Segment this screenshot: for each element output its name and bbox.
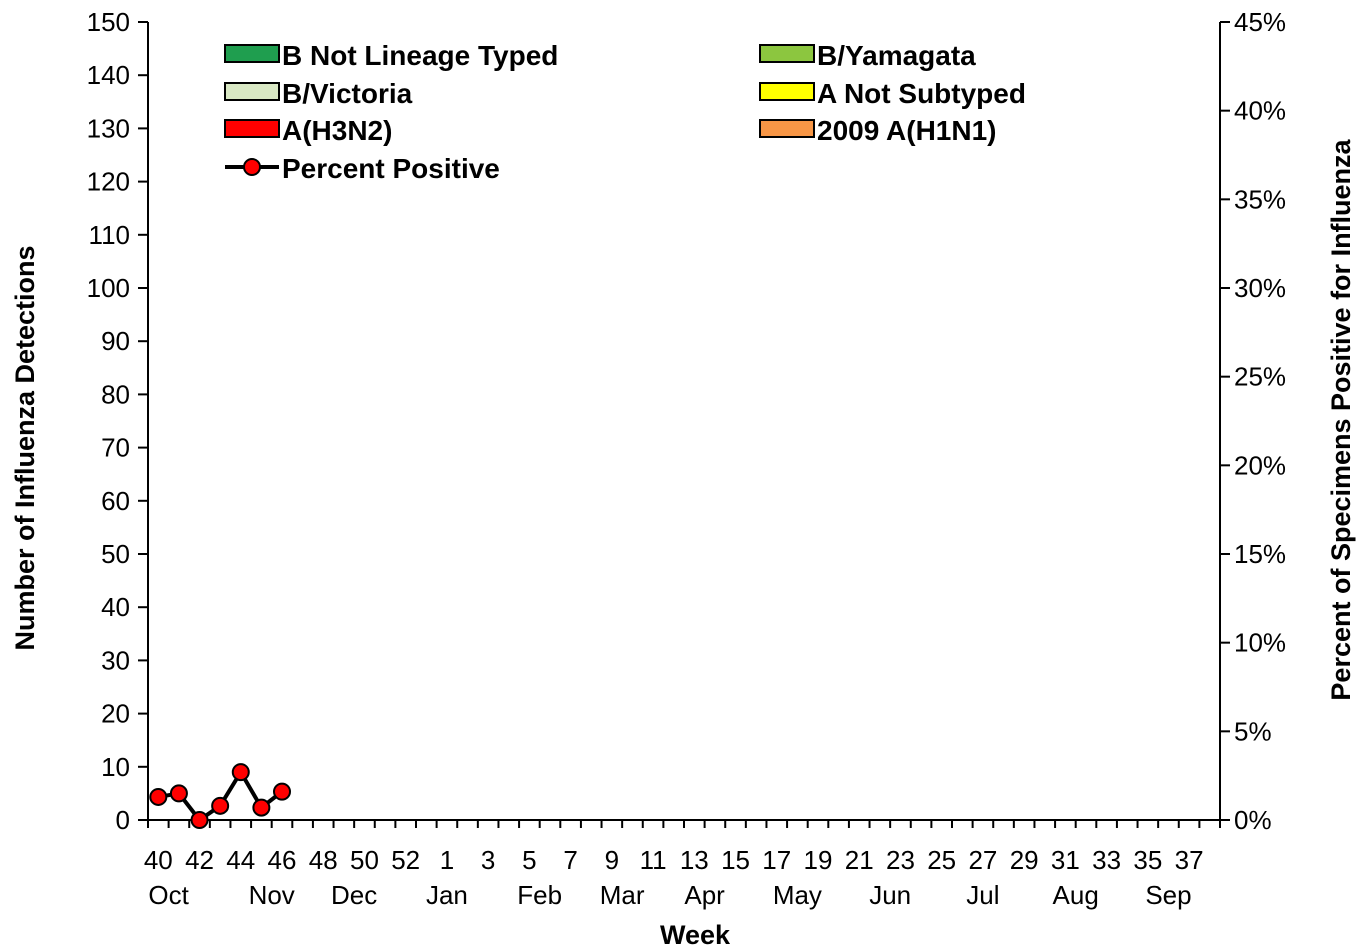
x-tick-label: 25 bbox=[927, 845, 956, 875]
x-tick-label: 27 bbox=[968, 845, 997, 875]
x-month-label: Jul bbox=[966, 880, 999, 910]
legend-label: A(H3N2) bbox=[282, 115, 392, 146]
legend-label: B/Yamagata bbox=[817, 40, 976, 71]
legend-swatch bbox=[224, 44, 280, 63]
legend: B Not Lineage Typed B/Yamagata B/Victoria A… bbox=[224, 40, 1026, 184]
x-axis-title: Week bbox=[660, 920, 731, 950]
legend-swatch bbox=[759, 44, 815, 63]
x-tick-label: 50 bbox=[350, 845, 379, 875]
x-tick-label: 9 bbox=[605, 845, 619, 875]
left-tick-label: 70 bbox=[101, 433, 130, 463]
percent-positive-series bbox=[149, 763, 291, 829]
right-tick-label: 20% bbox=[1234, 450, 1286, 480]
right-tick-label: 35% bbox=[1234, 184, 1286, 214]
x-tick-label: 29 bbox=[1010, 845, 1039, 875]
percent-positive-point bbox=[273, 782, 291, 801]
legend-label: 2009 A(H1N1) bbox=[817, 115, 996, 146]
percent-positive-point bbox=[190, 811, 209, 829]
left-tick-label: 20 bbox=[101, 699, 130, 729]
x-tick-label: 42 bbox=[185, 845, 214, 875]
percent-positive-point bbox=[149, 787, 168, 806]
x-tick-label: 44 bbox=[226, 845, 255, 875]
right-tick-label: 45% bbox=[1234, 7, 1286, 37]
x-tick-label: 52 bbox=[391, 845, 420, 875]
legend-label: Percent Positive bbox=[282, 153, 500, 184]
x-tick-label: 33 bbox=[1092, 845, 1121, 875]
left-tick-label: 80 bbox=[101, 379, 130, 409]
x-tick-label: 23 bbox=[886, 845, 915, 875]
right-tick-label: 15% bbox=[1234, 539, 1286, 569]
right-tick-label: 0% bbox=[1234, 805, 1272, 835]
legend-swatch bbox=[224, 119, 280, 138]
x-tick-label: 13 bbox=[680, 845, 709, 875]
x-month-label: Feb bbox=[517, 880, 562, 910]
x-month-label: Jan bbox=[426, 880, 468, 910]
left-tick-label: 60 bbox=[101, 486, 130, 516]
x-month-label: Aug bbox=[1053, 880, 1099, 910]
right-tick-label: 25% bbox=[1234, 362, 1286, 392]
right-tick-label: 30% bbox=[1234, 273, 1286, 303]
left-tick-label: 110 bbox=[89, 220, 130, 250]
left-axis-title: Number of Influenza Detections bbox=[10, 245, 40, 650]
left-tick-label: 30 bbox=[101, 645, 130, 675]
x-tick-label: 3 bbox=[481, 845, 495, 875]
x-tick-label: 15 bbox=[721, 845, 750, 875]
x-month-label: Oct bbox=[148, 880, 189, 910]
x-tick-label: 17 bbox=[762, 845, 791, 875]
x-month-label: May bbox=[773, 880, 822, 910]
legend-swatch bbox=[224, 82, 280, 101]
percent-positive-point bbox=[211, 796, 230, 815]
left-tick-label: 140 bbox=[87, 60, 130, 90]
x-tick-label: 37 bbox=[1175, 845, 1204, 875]
x-tick-label: 48 bbox=[309, 845, 338, 875]
left-tick-label: 100 bbox=[87, 273, 130, 303]
x-tick-label: 11 bbox=[640, 845, 667, 875]
legend-marker bbox=[243, 158, 261, 176]
x-month-label: Sep bbox=[1145, 880, 1191, 910]
left-tick-label: 150 bbox=[87, 7, 130, 37]
legend-swatch bbox=[759, 119, 815, 138]
legend-label: B Not Lineage Typed bbox=[282, 40, 558, 71]
legend-swatch bbox=[759, 82, 815, 101]
percent-positive-point bbox=[231, 763, 250, 782]
x-tick-label: 46 bbox=[268, 845, 297, 875]
x-month-label: Apr bbox=[684, 880, 725, 910]
right-tick-label: 10% bbox=[1234, 628, 1286, 658]
left-tick-label: 0 bbox=[116, 805, 130, 835]
left-tick-label: 90 bbox=[101, 326, 130, 356]
x-month-label: Jun bbox=[869, 880, 911, 910]
x-tick-label: 31 bbox=[1051, 845, 1080, 875]
percent-positive-point bbox=[252, 798, 271, 817]
x-month-label: Dec bbox=[331, 880, 377, 910]
percent-positive-point bbox=[169, 784, 188, 803]
left-tick-label: 50 bbox=[101, 539, 130, 569]
right-tick-label: 5% bbox=[1234, 716, 1272, 746]
left-tick-label: 40 bbox=[101, 592, 130, 622]
right-tick-label: 40% bbox=[1234, 96, 1286, 126]
right-axis-title: Percent of Specimens Positive for Influe… bbox=[1326, 138, 1356, 700]
left-tick-label: 10 bbox=[101, 752, 130, 782]
x-tick-label: 1 bbox=[440, 845, 454, 875]
x-axis-ticks: 40 42 44 46 48 50 52 1 3 5 7 9 11 13 15 17 19 21 23 25 27 29 3… bbox=[144, 820, 1221, 910]
right-axis-ticks: 0% 5% 10% 15% 20% 25% 30% 35% 40% 45% bbox=[1220, 7, 1286, 835]
left-axis-ticks: 0 10 20 30 40 50 60 70 80 90 100 110 120 130 140 150 bbox=[87, 7, 148, 835]
x-tick-label: 21 bbox=[845, 845, 874, 875]
x-month-label: Mar bbox=[600, 880, 645, 910]
x-tick-label: 35 bbox=[1133, 845, 1162, 875]
x-tick-label: 40 bbox=[144, 845, 173, 875]
x-tick-label: 7 bbox=[563, 845, 577, 875]
left-tick-label: 120 bbox=[87, 167, 130, 197]
legend-label: A Not Subtyped bbox=[817, 78, 1026, 109]
left-tick-label: 130 bbox=[87, 113, 130, 143]
x-tick-label: 5 bbox=[522, 845, 536, 875]
x-month-label: Nov bbox=[249, 880, 295, 910]
legend-label: B/Victoria bbox=[282, 78, 413, 109]
x-tick-label: 19 bbox=[804, 845, 833, 875]
